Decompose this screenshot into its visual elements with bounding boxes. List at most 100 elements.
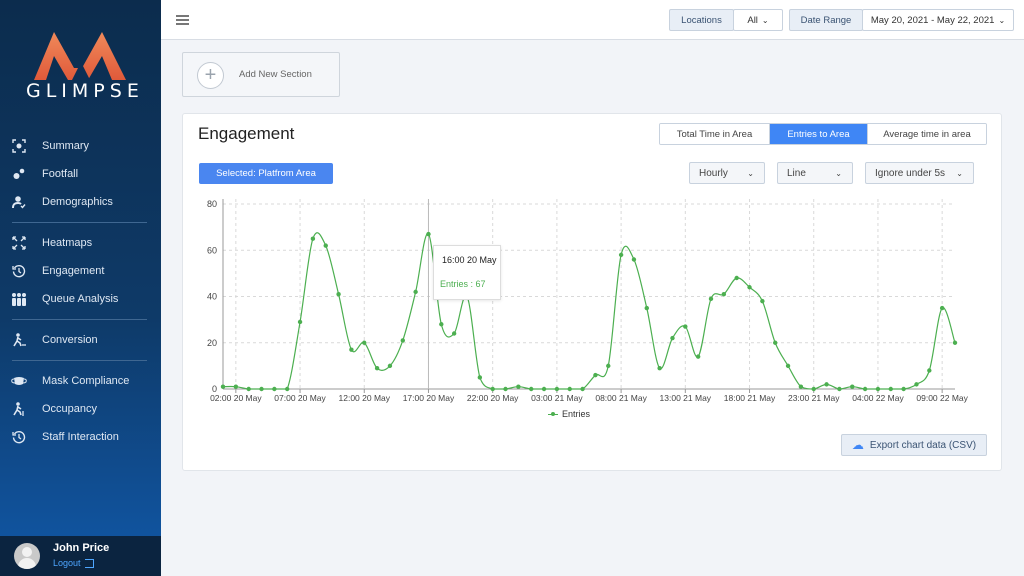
export-csv-button[interactable]: ☁ Export chart data (CSV) (841, 434, 987, 456)
data-point (374, 365, 380, 371)
data-point (683, 324, 688, 329)
data-point (451, 331, 457, 336)
y-tick-label: 60 (207, 245, 217, 255)
sidebar-item-label: Mask Compliance (42, 375, 130, 387)
data-point (734, 275, 739, 281)
entries-line-chart[interactable]: 0 20 40 60 80 02:00 20 May 07:00 20 May 12:00 2… (183, 114, 1001, 424)
add-section-label: Add New Section (239, 69, 312, 80)
data-point (657, 365, 662, 371)
data-point (272, 386, 277, 392)
x-tick-label: 04:00 22 May (852, 393, 904, 403)
sidebar-item-mask-compliance[interactable]: Mask Compliance (0, 370, 161, 392)
sidebar-item-footfall[interactable]: Footfall (0, 163, 161, 185)
y-tick-label: 40 (207, 292, 217, 302)
x-tick-label: 03:00 21 May (531, 393, 583, 403)
duration-filter-dropdown[interactable]: Ignore under 5s ⌄ (865, 162, 974, 184)
locations-value: All (747, 14, 758, 26)
data-point (503, 386, 508, 392)
chart-type-dropdown[interactable]: Line ⌄ (777, 162, 853, 184)
y-tick-label: 20 (207, 338, 217, 348)
tooltip-title: 16:00 20 May (442, 255, 497, 265)
nav-divider (12, 319, 147, 320)
sidebar-item-demographics[interactable]: Demographics (0, 191, 161, 213)
data-point (606, 363, 611, 369)
series-line-entries (222, 232, 956, 390)
data-point (529, 386, 534, 392)
nav-divider (12, 360, 147, 361)
tooltip-value: Entries : 67 (440, 279, 486, 289)
data-point (362, 340, 367, 345)
interval-value: Hourly (699, 167, 728, 179)
data-point (554, 386, 560, 392)
heatmaps-icon (11, 235, 27, 251)
add-new-section-button[interactable]: + Add New Section (182, 52, 340, 97)
chart-legend[interactable]: Entries (548, 409, 590, 419)
data-point (773, 340, 778, 345)
date-range-select[interactable]: May 20, 2021 - May 22, 2021 ⌄ (862, 9, 1014, 31)
interval-dropdown[interactable]: Hourly ⌄ (689, 162, 765, 184)
x-tick-label: 22:00 20 May (467, 393, 519, 403)
data-point (811, 386, 816, 392)
data-point (516, 384, 521, 389)
logo-text: GLIMPSE (26, 80, 144, 102)
data-point (939, 305, 945, 311)
data-point (310, 236, 316, 241)
data-point (901, 386, 906, 392)
data-point (323, 243, 328, 248)
sidebar-item-engagement[interactable]: Engagement (0, 260, 161, 282)
engagement-card: Engagement Total Time in Area Entries to… (182, 113, 1002, 471)
selected-area-button[interactable]: Selected: Platfrom Area (199, 163, 333, 184)
data-point (785, 363, 791, 369)
hamburger-menu-icon[interactable] (176, 15, 189, 25)
chevron-down-icon: ⌄ (956, 168, 963, 178)
x-tick-label: 07:00 20 May (274, 393, 326, 403)
data-point (413, 289, 418, 295)
locations-label-button[interactable]: Locations (669, 9, 734, 31)
sidebar-item-label: Engagement (42, 265, 105, 277)
data-point (349, 347, 354, 352)
tab-average-time[interactable]: Average time in area (868, 124, 986, 144)
topbar: Locations All ⌄ Date Range May 20, 2021 … (161, 0, 1024, 40)
sidebar-item-label: Occupancy (42, 403, 98, 415)
plus-icon: + (197, 62, 224, 89)
date-range-label-button[interactable]: Date Range (789, 9, 863, 31)
logout-label: Logout (53, 558, 81, 568)
data-point (862, 386, 868, 392)
sidebar-item-staff-interaction[interactable]: Staff Interaction (0, 426, 161, 448)
glimpse-logo[interactable]: GLIMPSE (26, 28, 144, 102)
data-point (888, 386, 893, 392)
x-tick-label: 12:00 20 May (339, 393, 391, 403)
chevron-down-icon: ⌄ (998, 15, 1006, 25)
logout-link[interactable]: Logout (53, 558, 94, 568)
data-point (695, 354, 701, 359)
sidebar-item-conversion[interactable]: Conversion (0, 329, 161, 351)
data-point (541, 386, 547, 392)
locations-select[interactable]: All ⌄ (733, 9, 783, 31)
sidebar-item-queue-analysis[interactable]: Queue Analysis (0, 288, 161, 310)
occupancy-icon (11, 401, 27, 417)
sidebar-item-summary[interactable]: Summary (0, 135, 161, 157)
sidebar-item-label: Summary (42, 140, 90, 152)
user-bar: John Price Logout (0, 536, 161, 576)
data-point (875, 386, 881, 392)
data-point (336, 291, 341, 297)
card-title: Engagement (198, 124, 295, 143)
tab-total-time[interactable]: Total Time in Area (660, 124, 770, 144)
sidebar-item-label: Queue Analysis (42, 293, 119, 305)
data-point (285, 386, 290, 392)
logo-mark-icon (34, 32, 126, 80)
engagement-icon (11, 263, 27, 279)
x-tick-label: 09:00 22 May (916, 393, 968, 403)
chevron-down-icon: ⌄ (761, 15, 769, 25)
data-point (914, 382, 919, 387)
data-point (387, 363, 393, 369)
sidebar-item-heatmaps[interactable]: Heatmaps (0, 232, 161, 254)
export-label: Export chart data (CSV) (869, 439, 977, 451)
avatar[interactable] (14, 543, 40, 569)
legend-marker (548, 411, 558, 417)
data-point (593, 372, 598, 378)
tab-entries-to-area[interactable]: Entries to Area (770, 124, 868, 144)
cloud-download-icon: ☁ (851, 438, 864, 452)
sidebar-item-occupancy[interactable]: Occupancy (0, 398, 161, 420)
data-point (439, 322, 444, 327)
